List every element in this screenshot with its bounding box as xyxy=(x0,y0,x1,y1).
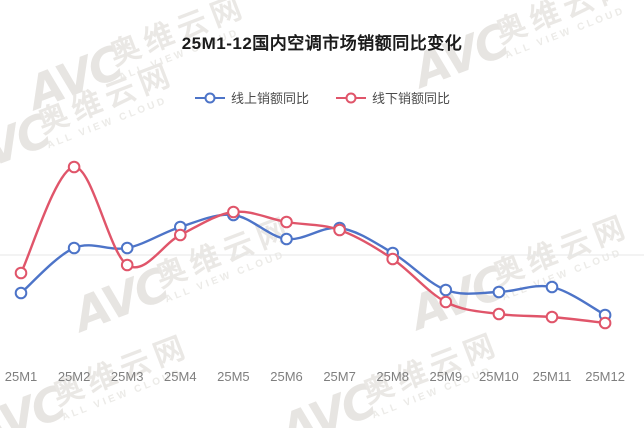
data-point-offline-25M8[interactable] xyxy=(386,252,400,266)
data-point-offline-25M3[interactable] xyxy=(120,258,134,272)
legend-item-offline[interactable]: 线下销额同比 xyxy=(335,88,450,107)
data-point-online-25M2[interactable] xyxy=(67,241,81,255)
data-point-online-25M11[interactable] xyxy=(545,280,559,294)
legend-label-online: 线上销额同比 xyxy=(230,91,309,106)
data-point-online-25M9[interactable] xyxy=(439,283,453,297)
x-tick-25M6: 25M6 xyxy=(270,369,303,384)
x-tick-25M8: 25M8 xyxy=(376,369,409,384)
legend-item-online[interactable]: 线上销额同比 xyxy=(194,88,309,107)
x-tick-25M3: 25M3 xyxy=(111,369,144,384)
legend-label-offline: 线下销额同比 xyxy=(372,91,451,106)
data-point-offline-25M2[interactable] xyxy=(67,160,81,174)
chart-title: 25M1-12国内空调市场销额同比变化 xyxy=(181,34,463,53)
data-point-offline-25M11[interactable] xyxy=(545,310,559,324)
x-tick-25M9: 25M9 xyxy=(430,369,463,384)
legend-marker-online xyxy=(194,92,225,103)
x-tick-25M7: 25M7 xyxy=(323,369,356,384)
data-point-offline-25M9[interactable] xyxy=(439,295,453,309)
x-tick-25M1: 25M1 xyxy=(5,369,38,384)
x-tick-25M12: 25M12 xyxy=(585,369,625,384)
legend: 线上销额同比 线下销额同比 xyxy=(0,88,644,107)
x-tick-25M10: 25M10 xyxy=(479,369,519,384)
data-point-offline-25M6[interactable] xyxy=(280,215,293,229)
data-point-offline-25M1[interactable] xyxy=(14,266,28,280)
x-tick-25M11: 25M11 xyxy=(533,369,572,384)
x-tick-25M4: 25M4 xyxy=(164,369,197,384)
series-line-offline xyxy=(19,165,607,325)
legend-marker-offline xyxy=(336,92,366,103)
data-point-offline-25M12[interactable] xyxy=(598,316,612,330)
data-point-offline-25M5[interactable] xyxy=(227,205,240,219)
x-tick-25M5: 25M5 xyxy=(217,369,250,384)
data-point-offline-25M10[interactable] xyxy=(492,307,506,321)
data-point-online-25M1[interactable] xyxy=(14,286,28,300)
data-point-online-25M3[interactable] xyxy=(120,241,134,255)
x-tick-25M2: 25M2 xyxy=(58,369,91,384)
data-point-offline-25M7[interactable] xyxy=(333,223,346,237)
data-point-online-25M6[interactable] xyxy=(280,232,293,246)
data-point-online-25M10[interactable] xyxy=(492,285,506,299)
data-point-offline-25M4[interactable] xyxy=(174,228,187,242)
